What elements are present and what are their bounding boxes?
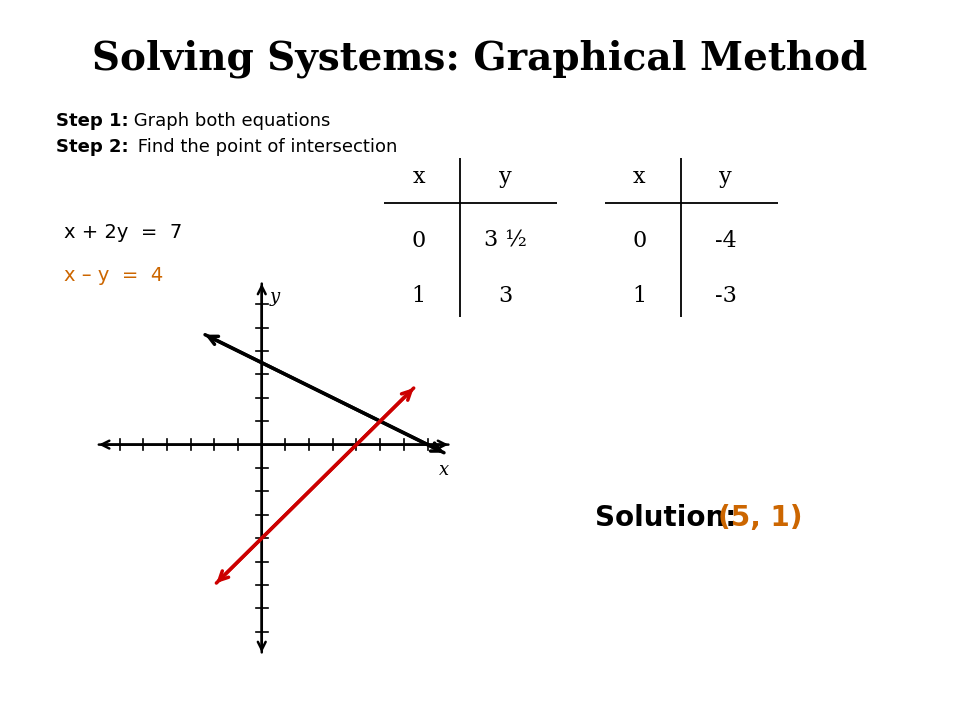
Text: 0: 0	[412, 230, 425, 252]
Text: Step 1:: Step 1:	[56, 112, 129, 130]
Text: Solution:: Solution:	[595, 504, 746, 532]
Text: 1: 1	[633, 285, 646, 307]
Text: -4: -4	[715, 230, 736, 252]
Text: Find the point of intersection: Find the point of intersection	[132, 138, 397, 156]
Text: y: y	[270, 288, 280, 306]
Text: x + 2y  =  7: x + 2y = 7	[64, 223, 182, 242]
Text: (5, 1): (5, 1)	[718, 504, 803, 532]
Text: 0: 0	[633, 230, 646, 252]
Text: y: y	[719, 166, 732, 189]
Text: 3: 3	[498, 285, 512, 307]
Text: x: x	[412, 166, 425, 189]
Text: 3 ½: 3 ½	[484, 230, 526, 252]
Text: Graph both equations: Graph both equations	[128, 112, 330, 130]
Text: y: y	[498, 166, 512, 189]
Text: x: x	[633, 166, 646, 189]
Text: 1: 1	[412, 285, 425, 307]
Text: x: x	[439, 461, 449, 479]
Text: x – y  =  4: x – y = 4	[64, 266, 163, 285]
Text: Step 2:: Step 2:	[56, 138, 129, 156]
Text: Solving Systems: Graphical Method: Solving Systems: Graphical Method	[92, 40, 868, 78]
Text: -3: -3	[715, 285, 736, 307]
